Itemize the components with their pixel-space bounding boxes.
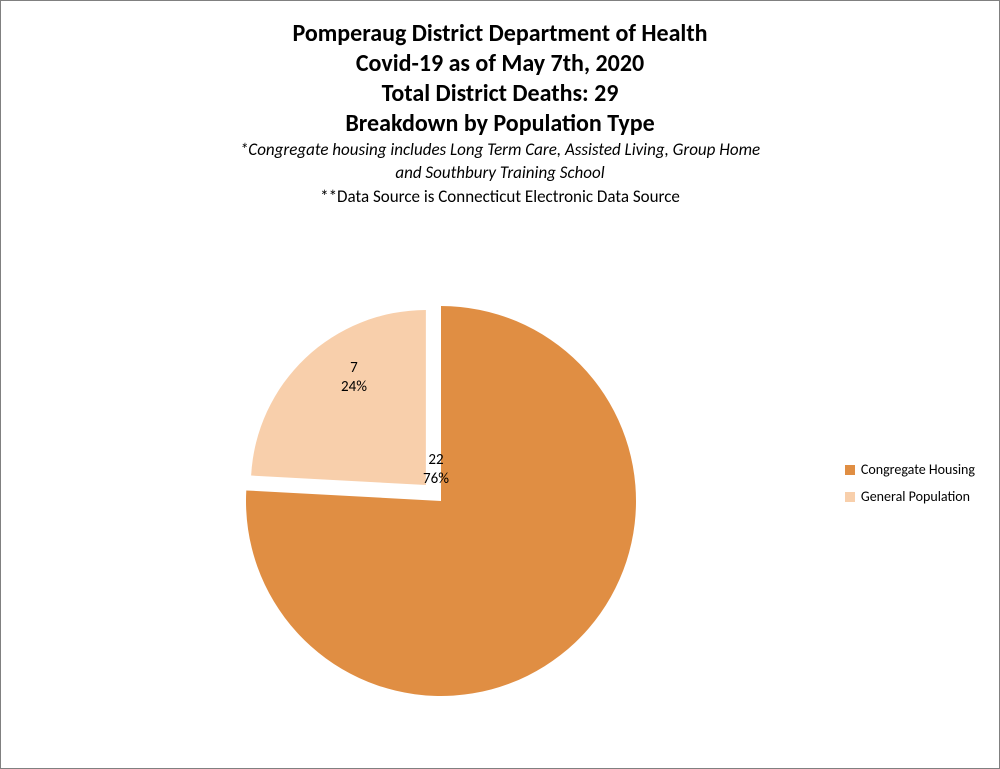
slice-label-congregate: 22 76%: [423, 451, 449, 489]
chart-frame: Pomperaug District Department of Health …: [0, 0, 1000, 769]
legend-item-congregate: Congregate Housing: [845, 461, 975, 478]
pie-chart: 22 76% 7 24% Congregate Housing General …: [1, 251, 1000, 751]
legend-swatch-icon: [845, 465, 855, 475]
legend-label: Congregate Housing: [861, 461, 975, 478]
title-line-4: Breakdown by Population Type: [1, 109, 999, 139]
note-line-1: *Congregate housing includes Long Term C…: [1, 139, 999, 162]
legend: Congregate Housing General Population: [845, 451, 975, 515]
legend-label: General Population: [861, 488, 970, 505]
source-line: **Data Source is Connecticut Electronic …: [1, 185, 999, 209]
header-block: Pomperaug District Department of Health …: [1, 1, 999, 209]
title-line-1: Pomperaug District Department of Health: [1, 19, 999, 49]
title-line-2: Covid-19 as of May 7th, 2020: [1, 49, 999, 79]
legend-swatch-icon: [845, 492, 855, 502]
slice-percent: 24%: [341, 378, 367, 397]
slice-value: 22: [423, 451, 449, 470]
slice-label-general: 7 24%: [341, 359, 367, 397]
slice-percent: 76%: [423, 470, 449, 489]
title-line-3: Total District Deaths: 29: [1, 79, 999, 109]
legend-item-general: General Population: [845, 488, 975, 505]
slice-value: 7: [341, 359, 367, 378]
pie-slice: [251, 310, 426, 485]
note-line-2: and Southbury Training School: [1, 162, 999, 185]
